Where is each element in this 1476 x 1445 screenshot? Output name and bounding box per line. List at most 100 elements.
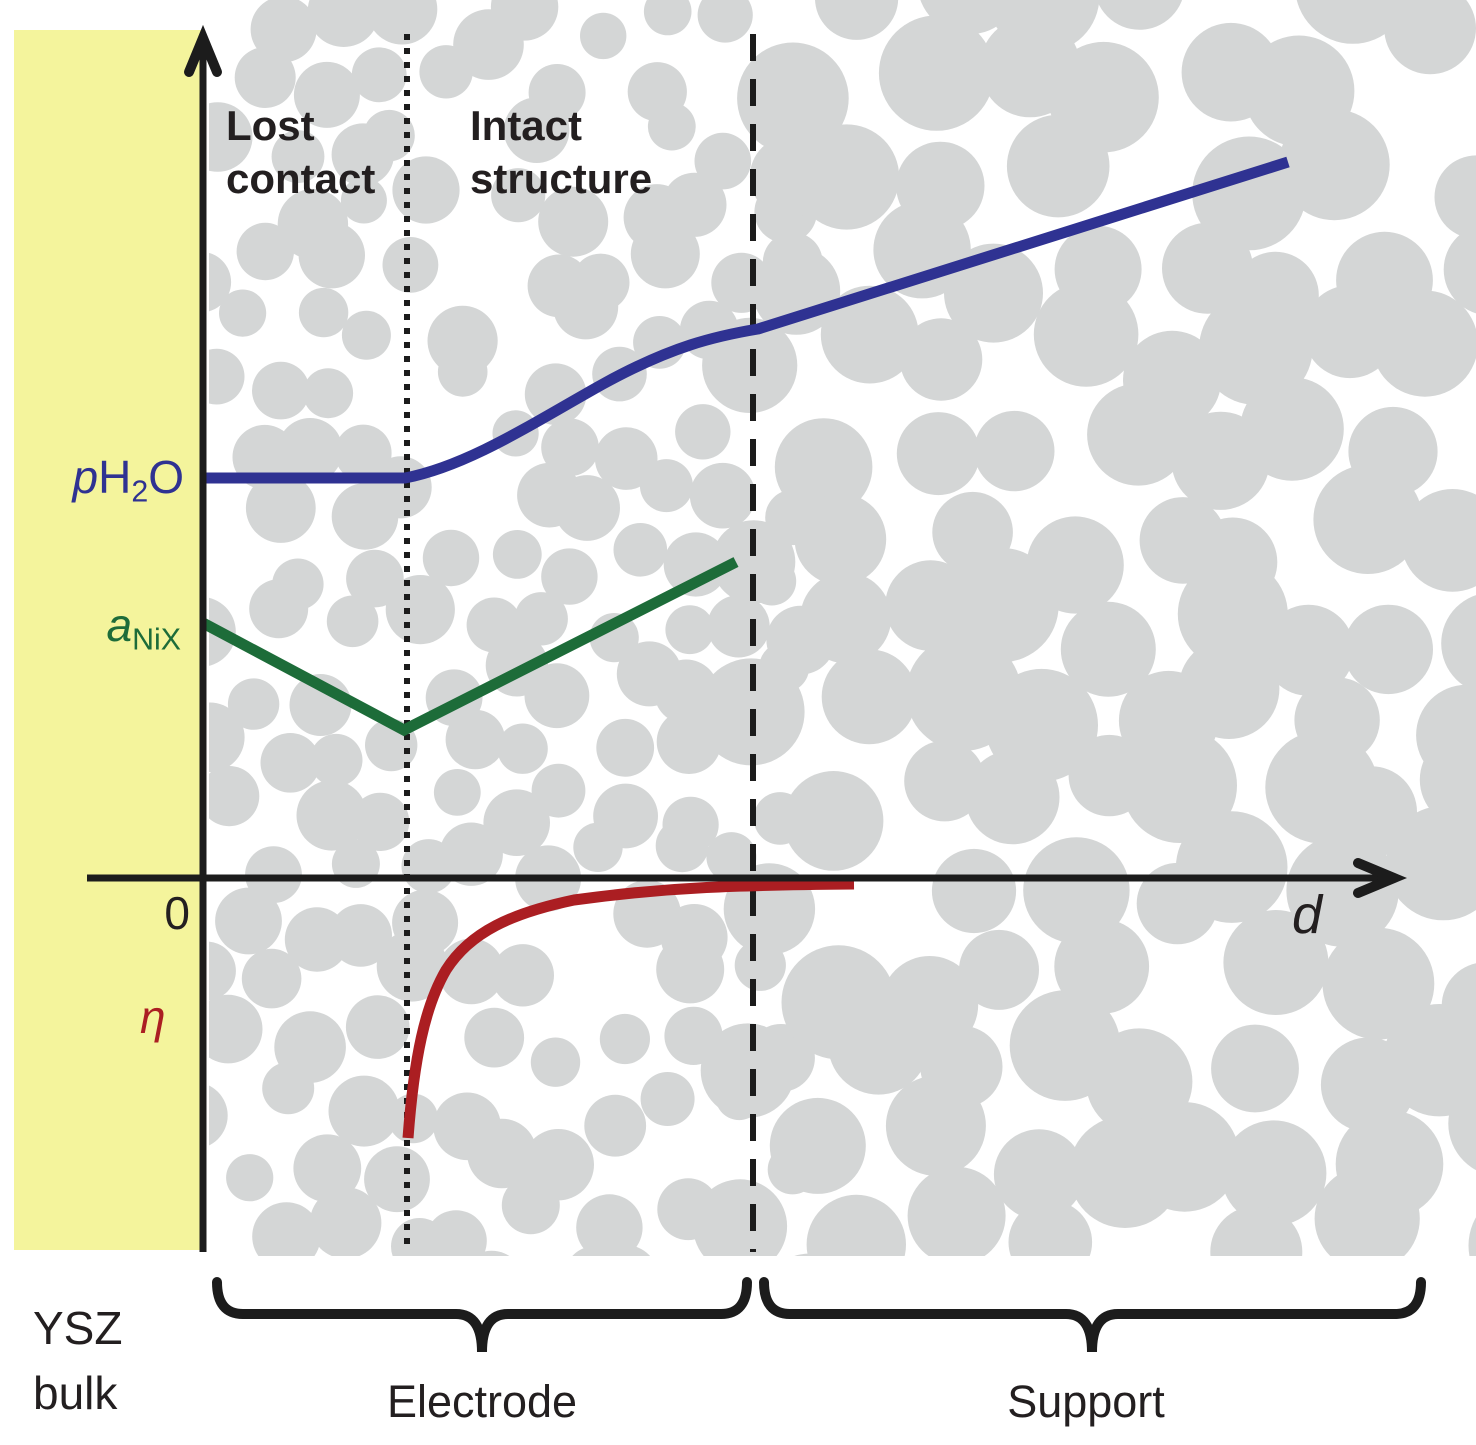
d-axis-label: d <box>1292 885 1323 945</box>
particle-circle <box>769 1097 866 1194</box>
support-brace <box>759 1277 1426 1353</box>
particle-circle <box>329 904 393 967</box>
particle-circle <box>554 475 620 541</box>
particle-circle <box>599 1013 651 1065</box>
particle-circle <box>702 317 798 413</box>
particle-circle <box>904 740 985 822</box>
ph2o-italic-p: p <box>72 451 99 503</box>
particle-circle <box>341 310 391 360</box>
particle-circle <box>639 459 693 513</box>
particle-circle <box>878 15 995 131</box>
particle-circle <box>974 410 1055 492</box>
particle-circle <box>425 1210 487 1256</box>
anix-italic-a: a <box>106 599 133 651</box>
ysz-bulk-label: YSZ bulk <box>33 1296 122 1427</box>
particle-circle <box>250 0 317 63</box>
particle-circle <box>340 177 387 224</box>
particle-circle <box>576 1194 643 1256</box>
particle-circle <box>541 418 599 477</box>
particle-circle <box>1008 1200 1093 1256</box>
particle-circle <box>1468 1217 1476 1256</box>
particle-circle <box>345 995 410 1059</box>
particle-circle <box>464 1007 525 1068</box>
particle-circle <box>491 168 546 223</box>
particle-circle <box>227 678 280 730</box>
particle-circle <box>737 42 849 155</box>
particle-circle <box>249 579 309 639</box>
particle-circle <box>490 0 559 41</box>
particle-circle <box>706 832 757 883</box>
particle-circle <box>262 1062 315 1115</box>
particle-circle <box>209 702 245 773</box>
particle-circle <box>1122 728 1237 843</box>
particle-circle <box>209 1085 228 1146</box>
particle-circle <box>662 172 727 237</box>
particle-circle <box>1443 225 1476 314</box>
particle-circle <box>594 427 658 490</box>
particle-circle <box>524 363 587 426</box>
particle-circle <box>1434 155 1476 239</box>
particle-circle <box>665 605 715 655</box>
particle-circle <box>1278 109 1390 221</box>
particle-circle <box>1296 0 1409 44</box>
particle-circle <box>700 1023 796 1118</box>
particle-circle <box>277 418 343 483</box>
particle-circle <box>1314 1166 1420 1256</box>
lost-contact-line1: Lost <box>226 102 315 149</box>
particle-circle <box>366 0 438 45</box>
particle-circle <box>376 930 448 1002</box>
particle-circle <box>1448 1077 1476 1171</box>
particle-circle <box>806 1194 906 1256</box>
particle-circle <box>209 766 260 827</box>
particle-circle <box>599 1244 651 1256</box>
particle-circle <box>1129 1102 1240 1212</box>
particle-circle <box>1419 731 1476 828</box>
lost-contact-label: Lost contact <box>226 100 375 205</box>
particle-circle <box>1467 163 1476 220</box>
ph2o-h: H <box>98 451 132 503</box>
particle-circle <box>828 993 929 1095</box>
particle-circle <box>896 412 980 496</box>
particle-circle <box>689 462 756 529</box>
particle-circle <box>385 575 455 645</box>
particle-circle <box>503 97 570 163</box>
particle-circle <box>209 252 232 312</box>
particle-circle <box>1240 377 1344 481</box>
particle-circle <box>1223 910 1329 1015</box>
eta-axis-label: η <box>140 991 166 1043</box>
intact-structure-line1: Intact <box>470 102 583 149</box>
particle-circle <box>1263 604 1354 696</box>
particle-circle <box>382 237 439 293</box>
anix-subscript: NiX <box>132 623 181 657</box>
particle-circle <box>697 0 753 43</box>
particle-circle <box>630 219 700 289</box>
particle-circle <box>794 1253 827 1256</box>
particle-circle <box>209 348 245 405</box>
lost-contact-line2: contact <box>226 154 376 202</box>
particle-circle <box>1023 837 1130 944</box>
particle-circle <box>369 456 432 519</box>
particle-circle <box>1211 1024 1299 1113</box>
particle-circle <box>1178 638 1280 739</box>
particle-circle <box>260 733 321 793</box>
particle-circle <box>907 1166 1006 1256</box>
particle-circle <box>219 289 267 337</box>
particle-circle <box>794 493 887 586</box>
particle-circle <box>707 595 770 658</box>
particle-circle <box>1199 291 1313 405</box>
particle-circle <box>663 532 728 597</box>
particle-circle <box>573 822 623 872</box>
particle-circle <box>252 1202 321 1256</box>
particle-circle <box>245 473 316 543</box>
particle-circle <box>328 1075 400 1147</box>
particle-circle <box>473 1250 510 1256</box>
particle-circle <box>1313 465 1423 574</box>
particle-circle <box>1322 927 1435 1040</box>
particle-circle <box>675 404 731 460</box>
particle-circle <box>491 944 554 1007</box>
particle-circle <box>524 663 590 729</box>
particle-circle <box>363 109 415 162</box>
particle-circle <box>993 1129 1085 1220</box>
particle-circle <box>815 0 899 40</box>
